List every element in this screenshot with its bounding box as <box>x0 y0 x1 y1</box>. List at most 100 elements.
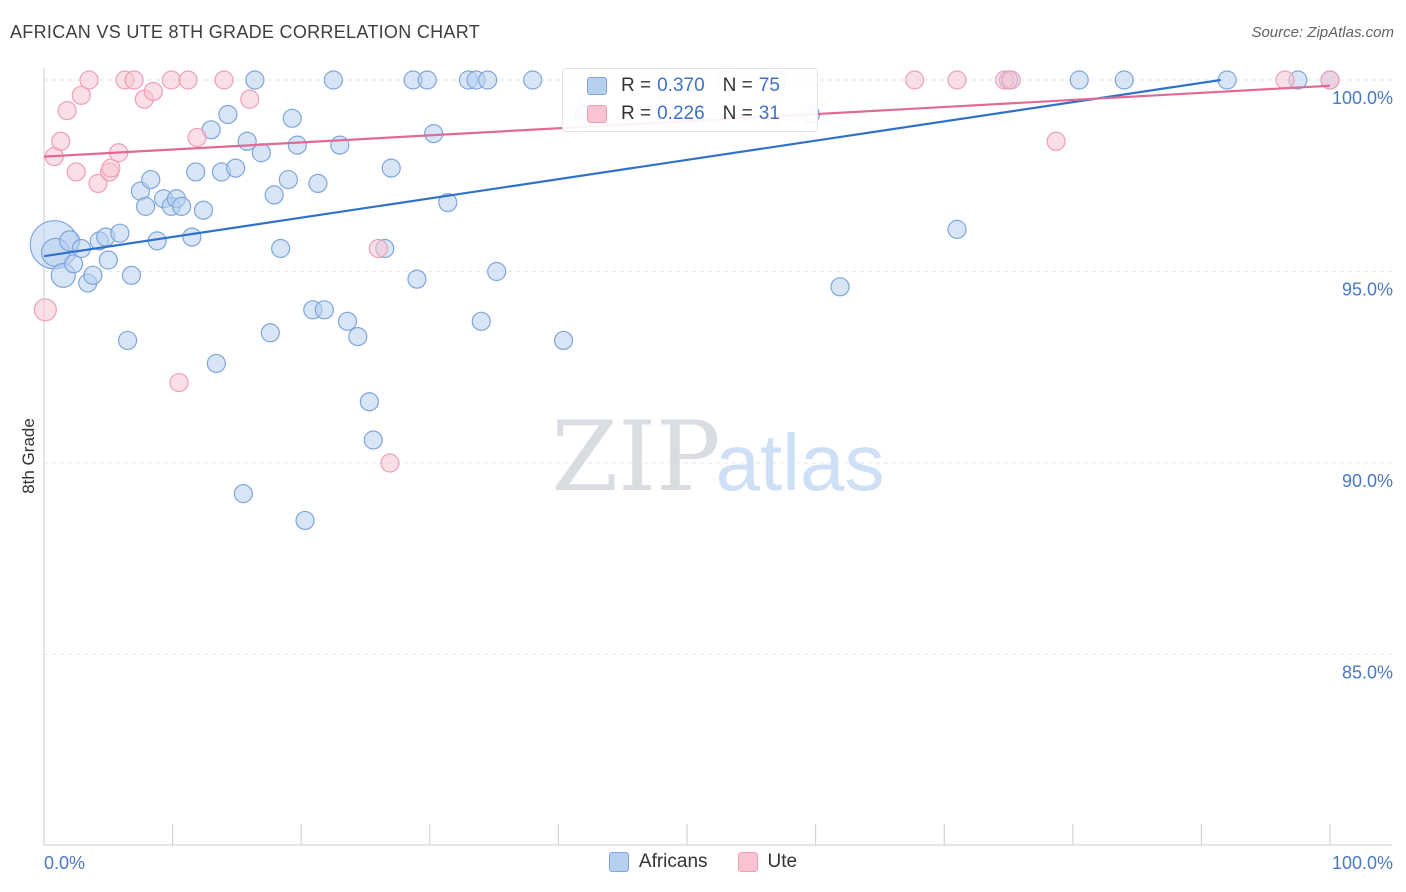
africans-point <box>260 323 280 343</box>
ute-point <box>66 162 86 182</box>
africans-point <box>271 238 291 259</box>
legend-row-ute: R = 0.226 N = 31 <box>587 101 780 127</box>
africans-point <box>110 223 130 243</box>
africans-point <box>323 70 343 90</box>
africans-point <box>1217 70 1237 90</box>
ute-r-label: R = <box>621 103 652 124</box>
ute-point <box>88 173 108 194</box>
africans-point <box>417 70 437 90</box>
africans-point <box>308 173 328 194</box>
ute-point <box>1320 70 1340 90</box>
africans-point <box>83 265 103 285</box>
y-tick-label: 100.0% <box>1332 88 1393 108</box>
legend-item-ute[interactable]: Ute <box>737 851 798 873</box>
africans-point <box>363 430 383 450</box>
africans-point <box>193 200 214 220</box>
x-tick-label: 100.0% <box>1332 853 1393 873</box>
africans-point <box>71 238 91 259</box>
africans-point <box>348 327 368 347</box>
africans-point <box>471 311 491 331</box>
africans-point <box>314 300 334 320</box>
y-axis-label: 8th Grade <box>19 418 38 494</box>
y-tick-label: 85.0% <box>1342 663 1393 683</box>
africans-n-value: 75 <box>758 75 780 96</box>
grid-lines <box>44 79 1392 655</box>
ute-point <box>57 101 77 121</box>
africans-point <box>330 135 350 155</box>
ute-point <box>1001 70 1021 90</box>
ute-point <box>101 158 121 178</box>
africans-point <box>117 330 138 351</box>
africans-point <box>1069 70 1089 90</box>
africans-point <box>182 227 202 247</box>
axes <box>43 68 1392 846</box>
ute-point <box>380 453 400 473</box>
ute-point <box>1275 70 1295 90</box>
africans-point <box>121 265 142 285</box>
series-ute <box>33 70 1340 473</box>
ute-legend-swatch <box>737 852 758 872</box>
ute-r-value: 0.226 <box>657 103 705 124</box>
africans-trend-line <box>43 78 1221 258</box>
africans-point <box>947 219 967 239</box>
ute-point <box>71 85 91 105</box>
ute-point <box>214 70 234 90</box>
africans-n-label: N = <box>722 75 753 96</box>
stats-legend: R = 0.370 N = 75 R = 0.226 N = 31 <box>562 68 818 132</box>
africans-point <box>359 392 379 412</box>
ute-point <box>368 238 388 259</box>
ute-point <box>124 70 144 90</box>
ute-point <box>33 298 57 322</box>
source-label: Source: ZipAtlas.com <box>1251 24 1394 41</box>
africans-r-label: R = <box>621 75 652 96</box>
watermark-atlas: atlas <box>716 418 885 507</box>
legend-row-africans: R = 0.370 N = 75 <box>587 73 780 99</box>
africans-point <box>218 104 238 125</box>
y-tick-label: 95.0% <box>1342 280 1393 300</box>
watermark-zip: ZIP <box>551 401 720 513</box>
legend-item-africans[interactable]: Africans <box>608 851 708 873</box>
africans-point <box>141 169 161 190</box>
africans-point <box>278 169 298 190</box>
africans-point <box>63 254 84 274</box>
ute-swatch <box>587 105 607 123</box>
y-tick-label: 90.0% <box>1342 471 1393 491</box>
africans-r-value: 0.370 <box>657 75 705 96</box>
ute-point <box>1046 131 1066 151</box>
africans-point <box>251 143 271 163</box>
africans-point <box>830 277 850 297</box>
africans-point <box>172 196 192 216</box>
chart-title: AFRICAN VS UTE 8TH GRADE CORRELATION CHA… <box>10 22 480 42</box>
africans-point <box>206 353 226 374</box>
africans-swatch <box>587 77 607 95</box>
ute-point <box>161 70 181 90</box>
series-legend: Africans Ute <box>0 851 1406 873</box>
x-tick-label: 0.0% <box>44 853 85 873</box>
ute-point <box>51 131 71 151</box>
africans-legend-label: Africans <box>638 851 708 872</box>
ute-legend-label: Ute <box>767 851 798 872</box>
africans-point <box>226 158 246 178</box>
africans-point <box>438 192 458 213</box>
africans-point <box>337 311 358 331</box>
ute-n-label: N = <box>722 103 753 124</box>
tick-labels: 85.0% 90.0% 95.0% 100.0% 0.0% 100.0% <box>44 88 1393 873</box>
africans-point <box>245 70 265 90</box>
ute-point <box>947 70 967 90</box>
ute-n-value: 31 <box>758 103 780 124</box>
africans-point <box>381 158 401 178</box>
ute-point <box>79 70 99 90</box>
ute-point <box>905 70 925 90</box>
africans-point <box>407 269 427 289</box>
africans-point <box>282 108 302 128</box>
africans-legend-swatch <box>608 852 629 872</box>
ute-point <box>143 81 163 102</box>
africans-point <box>1114 70 1134 90</box>
ute-point <box>169 372 189 393</box>
ute-point <box>240 89 260 109</box>
africans-point <box>424 124 444 144</box>
africans-point <box>487 261 507 282</box>
africans-point <box>295 510 315 531</box>
africans-point <box>135 196 156 216</box>
